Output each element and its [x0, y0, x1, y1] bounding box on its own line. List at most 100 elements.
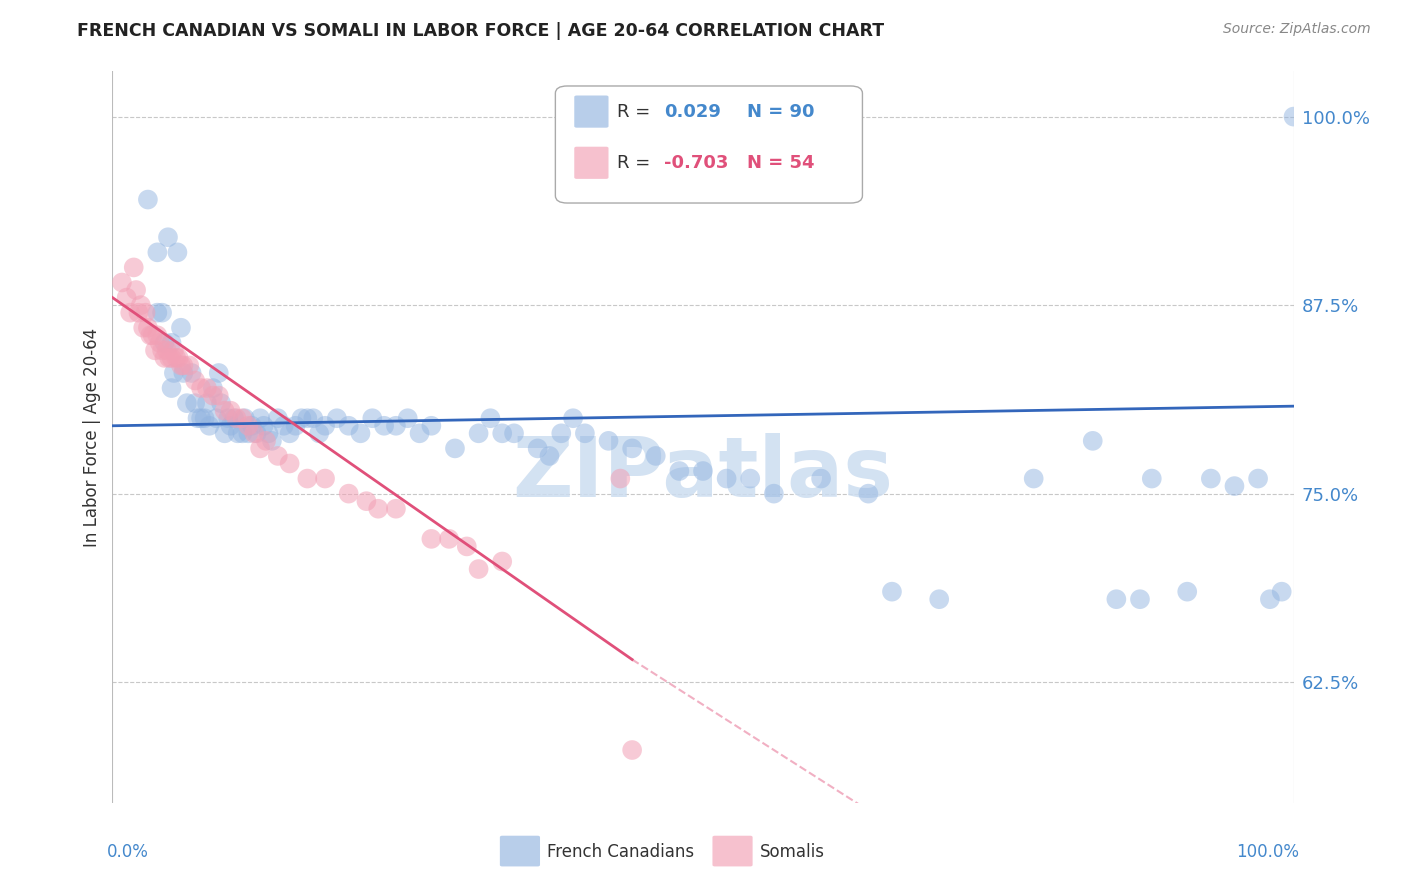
- Point: [142, 328, 165, 343]
- Point: [125, 283, 148, 297]
- Point: [621, 442, 644, 456]
- Point: [290, 411, 312, 425]
- Point: [810, 471, 832, 485]
- FancyBboxPatch shape: [574, 146, 609, 179]
- Point: [172, 366, 194, 380]
- Text: Source: ZipAtlas.com: Source: ZipAtlas.com: [1223, 22, 1371, 37]
- Point: [249, 411, 271, 425]
- Point: [176, 396, 198, 410]
- FancyBboxPatch shape: [574, 95, 609, 128]
- Point: [167, 351, 190, 365]
- Point: [129, 298, 152, 312]
- Point: [160, 335, 183, 350]
- FancyBboxPatch shape: [555, 86, 862, 203]
- Point: [153, 351, 176, 365]
- Point: [194, 411, 217, 425]
- Point: [367, 501, 389, 516]
- Point: [503, 426, 526, 441]
- Point: [201, 381, 224, 395]
- Point: [139, 328, 162, 343]
- Point: [880, 584, 903, 599]
- Point: [1223, 479, 1246, 493]
- Point: [160, 381, 183, 395]
- Point: [1081, 434, 1104, 448]
- Point: [146, 245, 169, 260]
- Point: [208, 389, 231, 403]
- Point: [132, 320, 155, 334]
- Point: [740, 471, 762, 485]
- Point: [762, 486, 785, 500]
- Point: [157, 351, 180, 365]
- Point: [1199, 471, 1222, 485]
- Point: [217, 411, 239, 425]
- Point: [225, 411, 247, 425]
- Point: [115, 291, 138, 305]
- Point: [467, 426, 489, 441]
- Point: [1271, 584, 1294, 599]
- Point: [209, 396, 232, 410]
- Point: [456, 540, 478, 554]
- Point: [491, 426, 513, 441]
- Point: [170, 359, 193, 373]
- Point: [526, 442, 548, 456]
- Text: ZIPatlas: ZIPatlas: [513, 434, 893, 514]
- Point: [1247, 471, 1270, 485]
- Point: [538, 449, 561, 463]
- Point: [249, 442, 271, 456]
- Text: R =: R =: [617, 103, 655, 120]
- Point: [621, 743, 644, 757]
- Point: [208, 366, 231, 380]
- Point: [172, 359, 194, 373]
- Point: [146, 328, 169, 343]
- Point: [219, 403, 242, 417]
- Point: [467, 562, 489, 576]
- Point: [253, 418, 276, 433]
- Point: [598, 434, 620, 448]
- Point: [562, 411, 585, 425]
- Text: 0.0%: 0.0%: [107, 843, 149, 861]
- Point: [479, 411, 502, 425]
- Point: [297, 411, 319, 425]
- Text: N = 90: N = 90: [747, 103, 814, 120]
- Point: [373, 418, 395, 433]
- Point: [1258, 592, 1281, 607]
- Point: [233, 411, 256, 425]
- Text: 100.0%: 100.0%: [1236, 843, 1299, 861]
- Point: [143, 343, 166, 358]
- Point: [349, 426, 371, 441]
- Point: [302, 411, 325, 425]
- Point: [491, 554, 513, 568]
- Point: [214, 403, 236, 417]
- Point: [267, 411, 290, 425]
- Point: [308, 426, 330, 441]
- Point: [180, 366, 202, 380]
- Point: [224, 411, 246, 425]
- Point: [396, 411, 419, 425]
- Point: [166, 245, 188, 260]
- Point: [120, 306, 142, 320]
- Point: [156, 343, 179, 358]
- Point: [156, 230, 179, 244]
- Point: [231, 411, 253, 425]
- Point: [420, 532, 443, 546]
- Point: [238, 426, 260, 441]
- Point: [184, 374, 207, 388]
- Text: N = 54: N = 54: [747, 153, 814, 172]
- Point: [149, 335, 172, 350]
- FancyBboxPatch shape: [501, 836, 540, 866]
- Y-axis label: In Labor Force | Age 20-64: In Labor Force | Age 20-64: [83, 327, 101, 547]
- Point: [150, 343, 173, 358]
- Point: [716, 471, 738, 485]
- Point: [170, 320, 193, 334]
- Point: [257, 426, 280, 441]
- Point: [644, 449, 666, 463]
- Point: [437, 532, 460, 546]
- Point: [240, 418, 263, 433]
- Point: [326, 411, 349, 425]
- Point: [153, 335, 176, 350]
- Text: French Canadians: French Canadians: [547, 843, 695, 861]
- Point: [205, 411, 228, 425]
- Point: [195, 396, 218, 410]
- Text: Somalis: Somalis: [759, 843, 825, 861]
- Point: [361, 411, 384, 425]
